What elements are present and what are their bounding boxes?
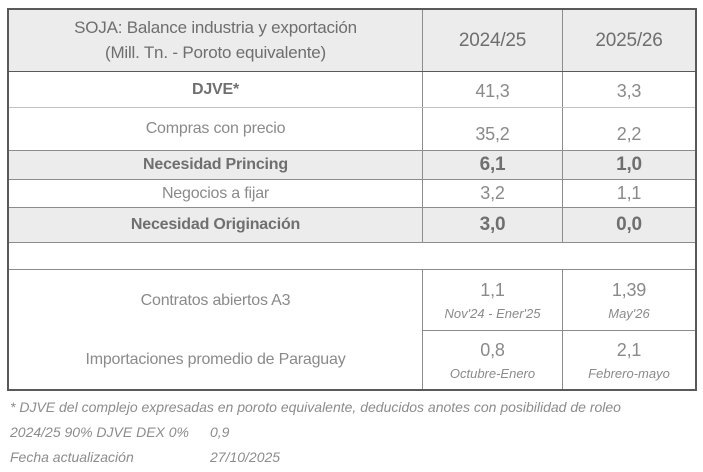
compras-value-2024-25: 35,2 (423, 108, 563, 150)
djve-value-2024-25: 41,3 (423, 72, 563, 107)
table-title: SOJA: Balance industria y exportación (M… (74, 16, 357, 65)
footnote-djve-dex-value: 0,9 (210, 424, 230, 440)
contratos-period-2025-26: May'26 (608, 305, 650, 321)
row-label-necesidad-originacion: Necesidad Originación (9, 208, 423, 242)
row-label-contratos-abiertos: Contratos abiertos A3 (9, 270, 423, 331)
footnote-djve-dex-label: 2024/25 90% DJVE DEX 0% (10, 424, 189, 440)
importaciones-value-2024-25: 0,8 (480, 339, 505, 360)
contratos-cell-2025-26: 1,39 May'26 (563, 270, 695, 331)
row-label-importaciones-paraguay: Importaciones promedio de Paraguay (9, 331, 423, 389)
footnote-update-date: Fecha actualización 27/10/2025 (10, 448, 695, 472)
footnote-update-date-value: 27/10/2025 (210, 449, 281, 465)
table-row-contratos-abiertos: Contratos abiertos A3 1,1 Nov'24 - Ener'… (9, 270, 695, 331)
importaciones-cell-2025-26: 2,1 Febrero-mayo (563, 331, 695, 389)
table-row-importaciones-paraguay: Importaciones promedio de Paraguay 0,8 O… (9, 331, 695, 389)
contratos-value-2024-25: 1,1 (480, 279, 505, 300)
table-row-necesidad-originacion: Necesidad Originación 3,0 0,0 (9, 208, 695, 243)
negocios-value-2024-25: 3,2 (423, 180, 563, 207)
row-label-djve: DJVE* (9, 72, 423, 107)
necesidad-originacion-value-2025-26: 0,0 (616, 214, 642, 235)
spacer-cell (9, 243, 695, 269)
spacer-row (9, 243, 695, 270)
footnote-update-date-label: Fecha actualización (10, 449, 134, 465)
necesidad-princing-value-2024-25: 6,1 (423, 151, 563, 179)
row-label-compras: Compras con precio (9, 108, 423, 150)
necesidad-originacion-value-2024-25: 3,0 (423, 208, 563, 242)
row-label-necesidad-princing: Necesidad Princing (9, 151, 423, 179)
table-title-cell: SOJA: Balance industria y exportación (M… (9, 10, 423, 71)
table-row-necesidad-princing: Necesidad Princing 6,1 1,0 (9, 151, 695, 180)
table-row-djve: DJVE* 41,3 3,3 (9, 72, 695, 108)
djve-value-2025-26: 3,3 (616, 81, 642, 101)
importaciones-period-2024-25: Octubre-Enero (449, 365, 536, 381)
negocios-value-2025-26: 1,1 (616, 183, 642, 203)
balance-table: SOJA: Balance industria y exportación (M… (7, 8, 697, 391)
importaciones-cell-2024-25: 0,8 Octubre-Enero (423, 331, 563, 389)
contratos-value-2025-26: 1,39 (611, 279, 647, 300)
compras-value-2025-26: 2,2 (616, 124, 642, 144)
contratos-cell-2024-25: 1,1 Nov'24 - Ener'25 (423, 270, 563, 331)
column-header-2025-26: 2025/26 (595, 29, 663, 51)
footnote-djve-note: * DJVE del complejo expresadas en poroto… (10, 399, 621, 415)
importaciones-value-2025-26: 2,1 (616, 339, 642, 360)
table-row-negocios-a-fijar: Negocios a fijar 3,2 1,1 (9, 180, 695, 208)
contratos-period-2024-25: Nov'24 - Ener'25 (444, 305, 541, 321)
table-header-row: SOJA: Balance industria y exportación (M… (9, 10, 695, 72)
importaciones-period-2025-26: Febrero-mayo (588, 365, 670, 381)
table-title-line2: (Mill. Tn. - Poroto equivalente) (104, 42, 326, 62)
table-row-compras: Compras con precio 35,2 2,2 (9, 108, 695, 151)
table-title-line1: SOJA: Balance industria y exportación (74, 17, 357, 37)
column-header-2024-25: 2024/25 (423, 10, 563, 71)
necesidad-princing-value-2025-26: 1,0 (616, 154, 642, 175)
row-label-negocios-a-fijar: Negocios a fijar (9, 180, 423, 207)
footnotes: * DJVE del complejo expresadas en poroto… (10, 398, 695, 472)
footnote-djve-dex: 2024/25 90% DJVE DEX 0% 0,9 (10, 423, 695, 448)
